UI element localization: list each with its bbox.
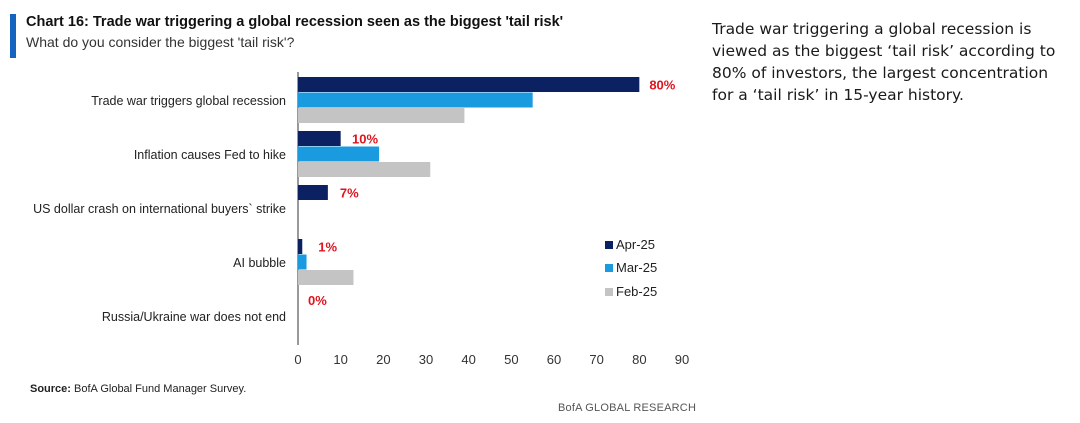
source-label: Source:	[30, 383, 71, 395]
bar-feb-25-trade-war-triggers-global-recession	[298, 108, 465, 123]
x-tick-label-90: 90	[675, 352, 689, 367]
bar-mar-25-inflation-causes-fed-to-hike	[298, 146, 380, 162]
legend-swatch-apr-25	[605, 241, 613, 249]
category-label-ai-bubble: AI bubble	[233, 256, 286, 270]
category-label-inflation-causes-fed-to-hike: Inflation causes Fed to hike	[134, 148, 286, 162]
bar-apr-25-trade-war-triggers-global-recession	[298, 77, 640, 92]
data-label-russia-ukraine-war-does-not-end: 0%	[308, 293, 327, 308]
x-tick-label-20: 20	[376, 352, 390, 367]
data-label-us-dollar-crash-on-international-buyers-strike: 7%	[340, 186, 359, 201]
legend-swatch-mar-25	[605, 264, 613, 272]
category-label-trade-war-triggers-global-recession: Trade war triggers global recession	[91, 94, 286, 108]
bar-mar-25-ai-bubble	[298, 254, 307, 270]
title-accent-bar	[10, 14, 16, 58]
data-label-inflation-causes-fed-to-hike: 10%	[352, 132, 378, 147]
category-label-russia-ukraine-war-does-not-end: Russia/Ukraine war does not end	[102, 310, 286, 324]
data-label-trade-war-triggers-global-recession: 80%	[649, 78, 675, 93]
legend-label-feb-25: Feb-25	[616, 284, 657, 299]
legend-label-apr-25: Apr-25	[616, 237, 655, 252]
source-note: Source: BofA Global Fund Manager Survey.	[30, 383, 246, 395]
bar-feb-25-ai-bubble	[298, 270, 354, 285]
bar-feb-25-inflation-causes-fed-to-hike	[298, 162, 431, 177]
bar-apr-25-us-dollar-crash-on-international-buyers-strike	[298, 185, 328, 200]
chart-subtitle: What do you consider the biggest 'tail r…	[26, 34, 295, 50]
brand-footer: BofA GLOBAL RESEARCH	[558, 402, 697, 414]
x-tick-label-30: 30	[419, 352, 433, 367]
bar-mar-25-trade-war-triggers-global-recession	[298, 92, 533, 108]
bar-chart: Trade war triggers global recession 80% In…	[33, 72, 689, 367]
x-tick-label-50: 50	[504, 352, 518, 367]
x-tick-label-10: 10	[333, 352, 347, 367]
data-label-ai-bubble: 1%	[318, 240, 337, 255]
x-tick-label-80: 80	[632, 352, 646, 367]
legend-swatch-feb-25	[605, 288, 613, 296]
bar-apr-25-inflation-causes-fed-to-hike	[298, 131, 341, 146]
bar-apr-25-ai-bubble	[298, 239, 303, 254]
x-tick-label-0: 0	[294, 352, 301, 367]
source-text: BofA Global Fund Manager Survey.	[70, 383, 247, 395]
x-tick-label-70: 70	[589, 352, 603, 367]
x-tick-label-40: 40	[461, 352, 475, 367]
commentary-text: Trade war triggering a global recession …	[712, 20, 1056, 104]
legend-label-mar-25: Mar-25	[616, 260, 657, 275]
chart-title: Chart 16: Trade war triggering a global …	[26, 14, 564, 30]
category-label-us-dollar-crash-on-international-buyers-strike: US dollar crash on international buyers`…	[33, 202, 286, 216]
x-tick-label-60: 60	[547, 352, 561, 367]
